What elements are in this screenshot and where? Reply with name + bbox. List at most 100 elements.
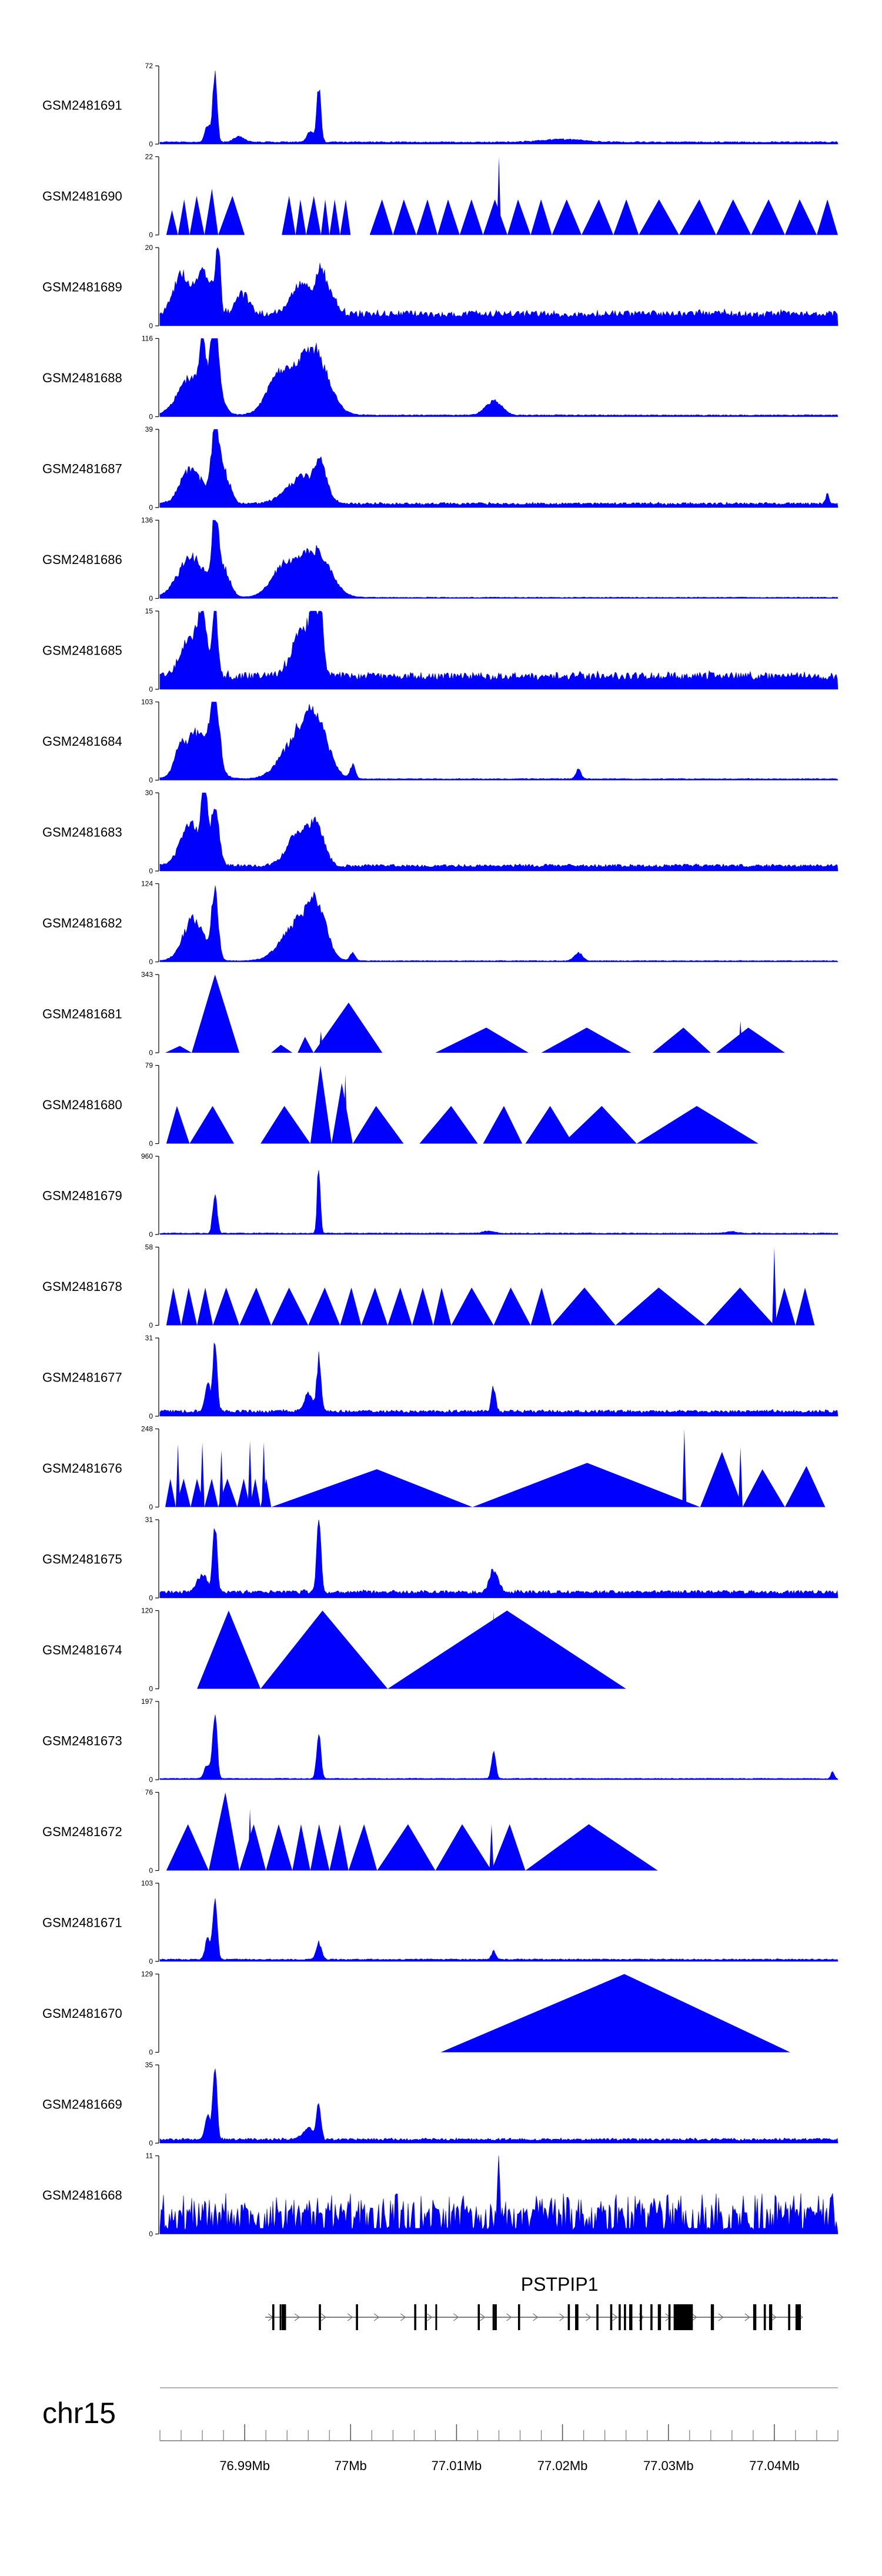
coverage-triangle	[493, 1287, 531, 1326]
coverage-triangle	[451, 1287, 494, 1326]
strand-arrow	[294, 2313, 300, 2321]
coverage-triangle	[483, 1106, 523, 1144]
coverage-peak	[489, 1824, 494, 1871]
coverage-triangle	[541, 1027, 632, 1053]
coverage-triangle	[639, 199, 679, 235]
coverage-triangle	[435, 1027, 529, 1053]
y-min-label: 0	[149, 503, 153, 512]
coverage-triangle	[716, 199, 751, 235]
sample-label: GSM2481678	[42, 1279, 122, 1294]
y-max-label: 35	[145, 2061, 153, 2069]
coverage-peak	[261, 1442, 266, 1507]
tick-label: 77.03Mb	[643, 2458, 694, 2473]
coverage-triangle	[340, 1287, 362, 1326]
sample-label: GSM2481691	[42, 98, 122, 113]
tick-label: 77Mb	[335, 2458, 367, 2473]
coverage-triangle	[552, 1287, 616, 1326]
coverage-triangle	[189, 196, 205, 235]
coverage-triangle	[393, 199, 416, 235]
y-min-label: 0	[149, 1140, 153, 1148]
y-max-label: 960	[141, 1152, 153, 1160]
coverage-area	[159, 2155, 838, 2234]
coverage-triangle	[369, 199, 393, 235]
sample-label: GSM2481677	[42, 1370, 122, 1385]
coverage-triangle	[377, 1824, 436, 1871]
track-GSM2481686: GSM2481686 136 0	[42, 516, 838, 603]
coverage-area	[159, 1714, 838, 1780]
coverage-area	[159, 610, 838, 690]
coverage-area	[159, 247, 838, 326]
sample-label: GSM2481668	[42, 2188, 122, 2203]
y-max-label: 31	[145, 1334, 153, 1342]
coding-exon	[795, 2304, 801, 2330]
y-min-label: 0	[149, 2230, 153, 2238]
strand-arrow	[400, 2313, 406, 2321]
y-max-label: 103	[141, 698, 153, 706]
coverage-triangle	[165, 1046, 192, 1053]
coverage-area	[159, 71, 838, 145]
coverage-triangle	[181, 1287, 198, 1326]
y-max-label: 124	[141, 880, 153, 888]
coverage-triangle	[416, 199, 437, 235]
coverage-triangle	[178, 199, 190, 235]
exon	[414, 2304, 416, 2330]
coverage-triangle	[716, 1027, 785, 1053]
track-GSM2481675: GSM2481675 31 0	[42, 1516, 838, 1602]
coverage-triangle	[260, 1610, 388, 1689]
y-max-label: 103	[141, 1879, 153, 1887]
coverage-peak	[772, 1247, 777, 1326]
y-max-label: 129	[141, 1970, 153, 1978]
coverage-triangle	[166, 1824, 209, 1871]
exon	[319, 2304, 321, 2330]
y-max-label: 76	[145, 1788, 153, 1797]
exon	[624, 2304, 626, 2330]
exon	[753, 2304, 757, 2330]
exon	[425, 2304, 427, 2330]
strand-arrow	[347, 2313, 353, 2321]
strand-arrow	[691, 2313, 697, 2321]
sample-label: GSM2481684	[42, 734, 122, 749]
y-min-label: 0	[149, 1776, 153, 1784]
sample-label: GSM2481680	[42, 1097, 122, 1112]
y-min-label: 0	[149, 685, 153, 693]
y-max-label: 39	[145, 425, 153, 433]
y-min-label: 0	[149, 595, 153, 603]
coverage-triangle	[310, 1065, 332, 1144]
coverage-triangle	[795, 1287, 815, 1326]
strand-arrow	[771, 2313, 777, 2321]
coverage-triangle	[237, 1479, 250, 1507]
coverage-peak	[738, 1447, 743, 1507]
sample-label: GSM2481679	[42, 1189, 122, 1203]
coverage-triangle	[271, 1045, 293, 1053]
coverage-triangle	[525, 1824, 658, 1871]
chromosome-label: chr15	[42, 2397, 116, 2430]
coverage-area	[159, 702, 838, 780]
sample-label: GSM2481681	[42, 1007, 122, 1022]
y-min-label: 0	[149, 2048, 153, 2057]
sample-label: GSM2481688	[42, 371, 122, 385]
track-GSM2481677: GSM2481677 31 0	[42, 1334, 838, 1420]
exon	[356, 2304, 358, 2330]
y-min-label: 0	[149, 1322, 153, 1330]
y-max-label: 72	[145, 62, 153, 70]
track-GSM2481678: GSM2481678 58 0	[42, 1243, 815, 1330]
y-min-label: 0	[149, 2139, 153, 2147]
y-max-label: 20	[145, 243, 153, 252]
coverage-triangle	[784, 199, 817, 235]
coverage-area	[159, 792, 838, 872]
coverage-triangle	[329, 199, 340, 235]
exon	[710, 2304, 714, 2330]
coverage-peak	[491, 1610, 496, 1689]
coverage-triangle	[652, 1027, 711, 1053]
track-GSM2481681: GSM2481681 343 0	[42, 970, 785, 1057]
exon	[657, 2304, 662, 2330]
sample-label: GSM2481690	[42, 189, 122, 203]
track-GSM2481688: GSM2481688 116 0	[42, 335, 838, 421]
y-min-label: 0	[149, 413, 153, 421]
coverage-triangle	[271, 1287, 309, 1326]
coverage-area	[159, 338, 838, 417]
exon	[668, 2304, 671, 2330]
coverage-triangle	[387, 1287, 412, 1326]
exon	[596, 2304, 599, 2330]
coverage-triangle	[530, 199, 552, 235]
